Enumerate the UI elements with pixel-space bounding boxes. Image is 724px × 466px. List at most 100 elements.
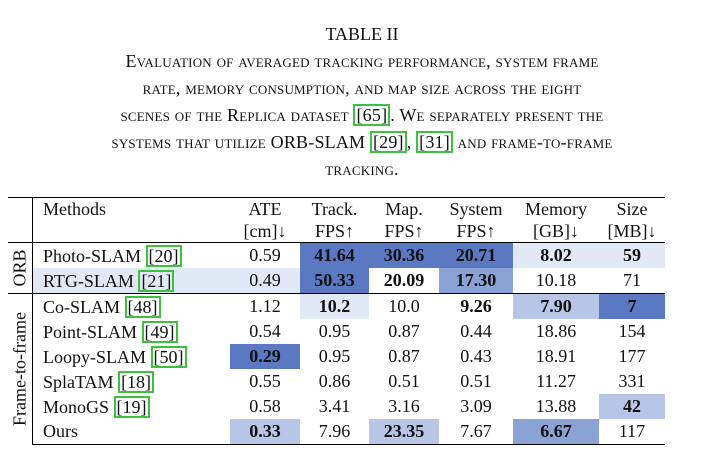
method-label: Photo-SLAM bbox=[43, 245, 146, 266]
header-ate: ATE bbox=[230, 197, 300, 220]
citation-link[interactable]: [31] bbox=[416, 131, 453, 153]
size-cell: 177 bbox=[618, 346, 646, 366]
table-row: Point-SLAM [49] 0.54 0.95 0.87 0.44 18.8… bbox=[8, 319, 665, 344]
citation-link[interactable]: [19] bbox=[113, 395, 150, 418]
citation-link[interactable]: [50] bbox=[150, 345, 187, 368]
size-cell: 154 bbox=[618, 321, 646, 341]
citation-link[interactable]: [29] bbox=[369, 131, 407, 153]
system-fps-cell: 20.71 bbox=[439, 242, 513, 268]
citation-link[interactable]: [21] bbox=[138, 269, 175, 292]
caption-text: rate, memory consumption, and map size a… bbox=[142, 78, 582, 98]
table-row: Loopy-SLAM [50] 0.29 0.95 0.87 0.43 18.9… bbox=[8, 344, 665, 369]
table-row: Ours 0.33 7.96 23.35 7.67 6.67 117 bbox=[8, 419, 665, 445]
method-label: MonoGS bbox=[43, 396, 114, 417]
ate-cell: 0.54 bbox=[249, 321, 281, 341]
header-methods-unit bbox=[33, 220, 231, 243]
ate-cell: 0.49 bbox=[230, 268, 300, 294]
map-fps-cell: 0.51 bbox=[388, 371, 420, 391]
caption-line: tracking. bbox=[0, 156, 724, 183]
header-memory: Memory bbox=[513, 197, 599, 220]
method-label: Point-SLAM bbox=[43, 321, 142, 342]
header-system: System bbox=[439, 197, 513, 220]
group-column-header bbox=[8, 197, 33, 220]
group-label-text: ORB bbox=[9, 249, 30, 287]
ate-cell: 0.29 bbox=[230, 344, 300, 369]
size-cell: 7 bbox=[599, 293, 665, 319]
table-row: RTG-SLAM [21] 0.49 50.33 20.09 17.30 10.… bbox=[8, 268, 665, 294]
memory-cell: 7.90 bbox=[513, 293, 599, 319]
memory-cell: 10.18 bbox=[535, 270, 577, 290]
caption-text: tracking. bbox=[325, 159, 399, 179]
track-fps-cell: 0.86 bbox=[318, 371, 351, 391]
track-fps-cell: 50.33 bbox=[300, 268, 369, 294]
map-fps-cell: 3.16 bbox=[388, 396, 420, 416]
group-column-header bbox=[8, 220, 33, 243]
table-caption: Evaluation of averaged tracking performa… bbox=[0, 48, 724, 183]
memory-cell: 13.88 bbox=[535, 396, 577, 416]
track-fps-cell: 7.96 bbox=[300, 419, 369, 445]
ate-cell: 0.33 bbox=[230, 419, 300, 445]
system-fps-cell: 0.44 bbox=[460, 321, 492, 341]
group-label-orb: ORB bbox=[8, 242, 33, 294]
system-fps-cell: 7.67 bbox=[439, 419, 513, 445]
caption-text: , bbox=[406, 132, 417, 152]
size-cell: 59 bbox=[599, 242, 665, 268]
track-fps-cell: 3.41 bbox=[318, 396, 351, 416]
method-label: Ours bbox=[43, 421, 78, 441]
caption-line: Evaluation of averaged tracking performa… bbox=[0, 48, 724, 75]
memory-cell: 8.02 bbox=[513, 242, 599, 268]
track-fps-cell: 10.2 bbox=[300, 293, 369, 319]
header-system-unit: FPS↑ bbox=[456, 221, 496, 241]
header-memory-unit: [GB]↓ bbox=[533, 221, 579, 241]
header-track: Track. bbox=[300, 197, 369, 220]
memory-cell: 18.91 bbox=[535, 346, 577, 366]
table-row: Frame-to-frame Co-SLAM [48] 1.12 10.2 10… bbox=[8, 293, 665, 445]
method-label: Loopy-SLAM bbox=[43, 346, 151, 367]
header-size: Size bbox=[599, 197, 665, 220]
caption-text: systems that utilize ORB-SLAM bbox=[111, 132, 370, 152]
ate-cell: 0.55 bbox=[249, 371, 281, 391]
method-name: SplaTAM [18] bbox=[33, 369, 231, 394]
header-ate-unit: [cm]↓ bbox=[243, 221, 287, 241]
header-methods: Methods bbox=[32, 197, 230, 220]
track-fps-cell: 0.95 bbox=[318, 321, 351, 341]
method-label: Co-SLAM bbox=[43, 296, 125, 317]
table-row: ORB Photo-SLAM [20] 0.59 41.64 30.36 20.… bbox=[8, 242, 665, 294]
memory-cell: 6.67 bbox=[513, 419, 599, 445]
header-track-unit: FPS↑ bbox=[314, 221, 355, 241]
group-label-frame-to-frame: Frame-to-frame bbox=[8, 293, 33, 445]
system-fps-cell: 0.43 bbox=[460, 346, 492, 366]
header-size-unit: [MB]↓ bbox=[607, 221, 657, 241]
caption-text: and frame-to-frame bbox=[452, 132, 613, 152]
method-name: Photo-SLAM [20] bbox=[32, 242, 230, 268]
citation-link[interactable]: [18] bbox=[118, 370, 155, 393]
size-cell: 42 bbox=[599, 394, 665, 419]
system-fps-cell: 17.30 bbox=[439, 268, 513, 294]
size-cell: 117 bbox=[599, 419, 665, 445]
map-fps-cell: 30.36 bbox=[369, 242, 439, 268]
header-row-1: Methods ATE Track. Map. System Memory Si… bbox=[8, 197, 665, 220]
header-map: Map. bbox=[369, 197, 439, 220]
map-fps-cell: 20.09 bbox=[383, 270, 425, 290]
method-name: MonoGS [19] bbox=[33, 394, 231, 419]
caption-text: . We separately present the bbox=[390, 105, 604, 125]
caption-line: systems that utilize ORB-SLAM [29], [31]… bbox=[0, 129, 724, 156]
citation-link[interactable]: [65] bbox=[353, 104, 391, 126]
system-fps-cell: 0.51 bbox=[460, 371, 492, 391]
method-name: Co-SLAM [48] bbox=[32, 293, 230, 319]
citation-link[interactable]: [49] bbox=[141, 320, 178, 343]
table-row: SplaTAM [18] 0.55 0.86 0.51 0.51 11.27 3… bbox=[8, 369, 665, 394]
caption-text: Evaluation of averaged tracking performa… bbox=[125, 51, 599, 71]
results-table: Methods ATE Track. Map. System Memory Si… bbox=[8, 197, 665, 445]
map-fps-cell: 0.87 bbox=[388, 321, 420, 341]
citation-link[interactable]: [48] bbox=[124, 295, 161, 318]
size-cell: 71 bbox=[623, 270, 641, 290]
method-label: RTG-SLAM bbox=[43, 270, 139, 291]
caption-text: scenes of the Replica dataset bbox=[120, 105, 354, 125]
table-title-block: TABLE II Evaluation of averaged tracking… bbox=[0, 22, 724, 183]
map-fps-cell: 23.35 bbox=[369, 419, 439, 445]
ate-cell: 0.58 bbox=[249, 396, 281, 416]
citation-link[interactable]: [20] bbox=[145, 244, 182, 267]
method-label: SplaTAM bbox=[43, 371, 119, 392]
map-fps-cell: 10.0 bbox=[369, 293, 439, 319]
